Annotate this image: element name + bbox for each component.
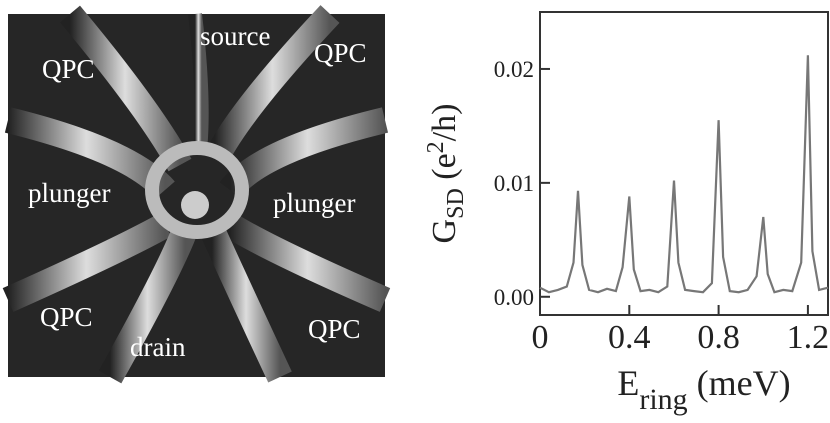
gate-label: source — [200, 21, 270, 51]
x-axis-label-part: (meV) — [688, 363, 791, 403]
y-axis-label-part: /h) — [426, 104, 463, 142]
data-line — [539, 55, 829, 294]
plot-frame — [539, 11, 829, 316]
y-axis-label-part: G — [426, 219, 463, 244]
chart: 0.00 0.01 0.02 0 0.4 0.8 1.2 GSD (e2/h) Ering (m… — [423, 11, 830, 416]
x-axis-label-part: ring — [639, 383, 687, 416]
x-tick-label: 0.4 — [608, 319, 651, 356]
gate-arms — [2, 5, 391, 384]
y-axis-label-part: (e — [426, 153, 463, 188]
y-tick-label: 0.00 — [494, 285, 534, 310]
y-axis-label-part: SD — [443, 188, 469, 219]
y-tick-label: 0.01 — [494, 171, 534, 196]
gate-label: plunger — [28, 178, 110, 208]
x-tick-label: 0 — [532, 319, 549, 356]
x-tick-label: 0.8 — [697, 319, 740, 356]
y-axis-label: GSD (e2/h) — [423, 104, 469, 244]
gate-label: QPC — [42, 54, 95, 84]
gate-label: QPC — [40, 302, 93, 332]
gate-label: QPC — [314, 38, 367, 68]
x-axis-label: Ering (meV) — [617, 363, 790, 416]
ring — [145, 141, 249, 239]
gate-label: drain — [130, 332, 186, 362]
gate-label: QPC — [308, 314, 361, 344]
ring-center — [181, 191, 209, 219]
y-axis-label-part: 2 — [423, 141, 449, 153]
micrograph: source QPC QPC plunger plunger QPC drain… — [2, 5, 391, 384]
y-tick-label: 0.02 — [494, 57, 534, 82]
x-tick-label: 1.2 — [787, 319, 830, 356]
gate-label: plunger — [273, 188, 355, 218]
x-axis-label-part: E — [617, 363, 639, 403]
